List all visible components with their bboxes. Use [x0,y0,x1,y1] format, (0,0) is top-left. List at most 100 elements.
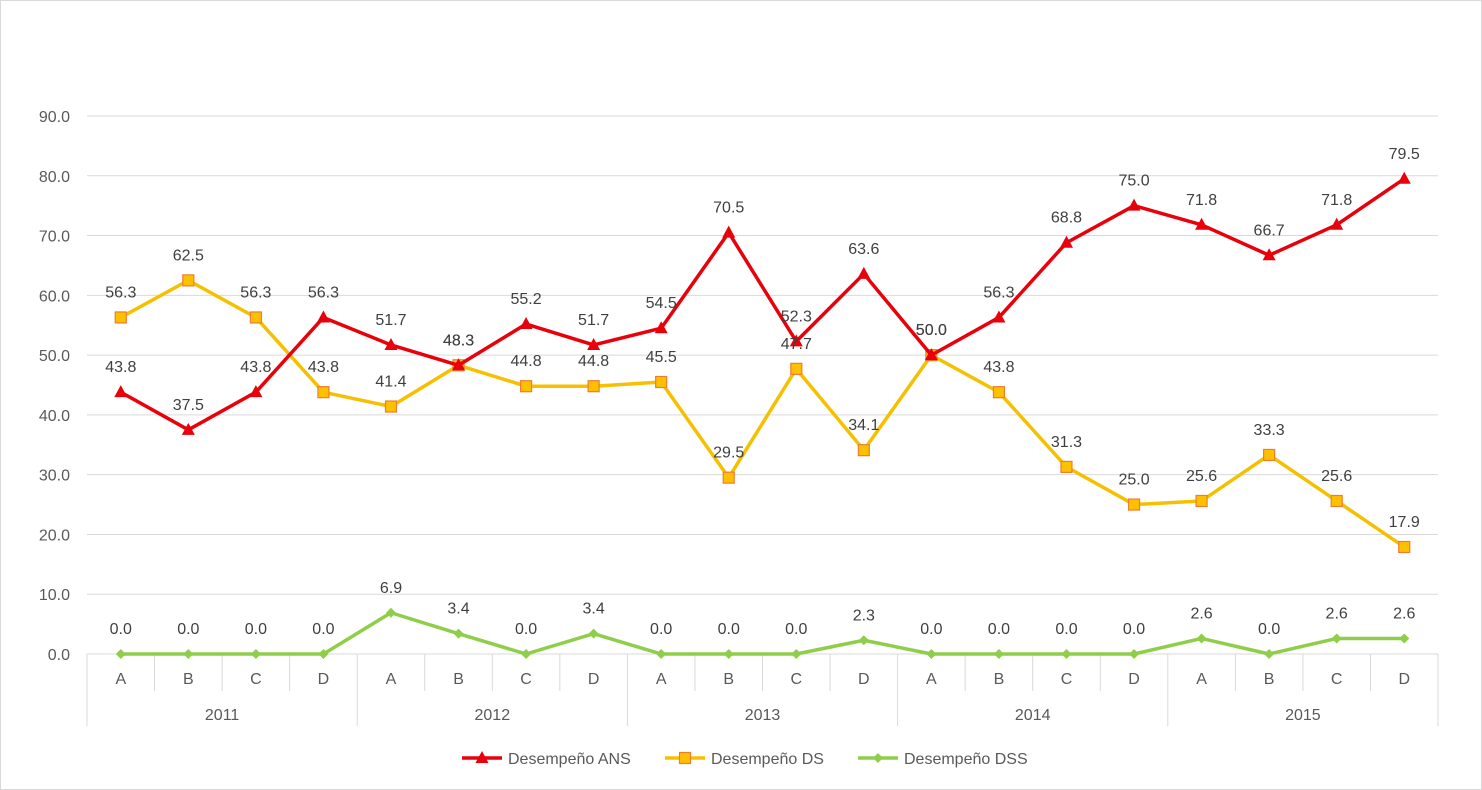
data-label: 47.7 [781,336,812,353]
x-category-label: C [1061,671,1073,688]
data-point-diamond [1399,633,1410,644]
legend-label: Desempeño DSS [904,751,1028,768]
x-category-label: B [1264,671,1275,688]
data-point-square [114,311,127,324]
data-point-triangle [992,310,1006,323]
data-label: 70.5 [713,200,744,217]
data-point-diamond [318,649,329,659]
data-label: 2.3 [853,607,875,624]
data-label: 0.0 [650,621,672,638]
legend-marker [678,751,692,765]
legend-marker [873,753,883,763]
series-line-triangle [119,177,1406,432]
y-tick-label: 30.0 [39,468,70,485]
data-label: 71.8 [1186,192,1217,209]
data-label: 2.6 [1393,605,1415,622]
data-label: 54.5 [646,295,677,312]
series-line-square [119,278,1406,549]
data-label: 52.3 [781,308,812,325]
x-category-label: D [858,671,870,688]
data-label: 56.3 [105,284,136,301]
x-group-label: 2013 [745,707,781,724]
data-point-diamond [858,635,869,646]
data-label: 0.0 [1258,621,1280,638]
data-point-square [587,380,600,393]
x-category-label: A [115,671,126,688]
data-point-triangle [789,334,803,347]
data-label: 3.4 [583,601,605,618]
x-category-label: C [1331,671,1343,688]
data-label: 0.0 [515,621,537,638]
data-point-square [249,311,262,324]
x-category-label: D [1398,671,1410,688]
series-line-diamond [120,611,1405,656]
data-label: 50.0 [916,322,947,339]
data-label: 0.0 [718,621,740,638]
data-label: 56.3 [240,284,271,301]
data-label: 44.8 [511,353,542,370]
x-category-label: D [318,671,330,688]
data-label: 0.0 [110,621,132,638]
data-label: 0.0 [1123,621,1145,638]
data-label: 43.8 [105,359,136,376]
data-label: 31.3 [1051,434,1082,451]
data-label: 41.4 [375,374,406,391]
y-tick-label: 10.0 [39,587,70,604]
data-point-diamond [1061,649,1072,659]
x-axis: A B C D A B C D A B C D A B C D A B C D 2011 2012 2013 2014 2015 [86,653,1439,726]
data-point-triangle [519,317,533,330]
data-label: 43.8 [308,359,339,376]
legend: Desempeño ANS Desempeño DS Desempeño DSS [462,751,1028,768]
legend-label: Desempeño DS [711,751,824,768]
gridlines [87,115,1438,595]
y-tick-label: 90.0 [39,109,70,126]
data-point-triangle [654,321,668,334]
data-point-triangle [1127,198,1141,211]
data-label: 51.7 [375,312,406,329]
data-point-diamond [1264,649,1275,659]
data-label: 51.7 [578,312,609,329]
data-point-square [722,471,735,484]
data-label: 6.9 [380,580,402,597]
x-category-label: A [926,671,937,688]
data-point-square [655,375,668,389]
x-category-label: C [790,671,802,688]
y-tick-label: 50.0 [39,348,70,365]
data-label: 55.2 [511,291,542,308]
y-tick-label: 70.0 [39,229,70,246]
data-point-triangle [857,266,871,279]
data-label: 0.0 [312,621,334,638]
data-point-square [1195,494,1208,508]
data-label: 29.5 [713,445,744,462]
x-category-label: B [183,671,194,688]
data-label: 56.3 [308,284,339,301]
data-label: 48.3 [443,332,474,349]
data-point-diamond [723,649,734,659]
x-category-label: A [656,671,667,688]
data-label: 50.0 [916,322,947,339]
data-point-square [317,386,330,399]
data-label: 79.5 [1389,146,1420,163]
x-category-label: B [723,671,734,688]
data-point-square [384,400,398,413]
legend-entry: Desempeño ANS [462,751,631,768]
data-label: 2.6 [1190,605,1212,622]
data-point-diamond [993,649,1004,659]
data-point-square [1127,498,1141,511]
data-point-triangle [1330,217,1344,230]
data-label: 56.3 [983,284,1014,301]
data-label: 3.4 [447,601,469,618]
data-label: 0.0 [1055,621,1077,638]
data-label: 62.5 [173,247,204,264]
data-label: 0.0 [245,621,267,638]
legend-label: Desempeño ANS [508,751,631,768]
x-group-label: 2012 [475,707,511,724]
data-point-square [519,380,533,393]
data-label: 0.0 [988,621,1010,638]
data-label: 44.8 [578,353,609,370]
data-point-square [1330,494,1343,508]
data-label: 66.7 [1254,222,1285,239]
data-point-triangle [181,422,195,435]
data-label: 2.6 [1326,605,1348,622]
